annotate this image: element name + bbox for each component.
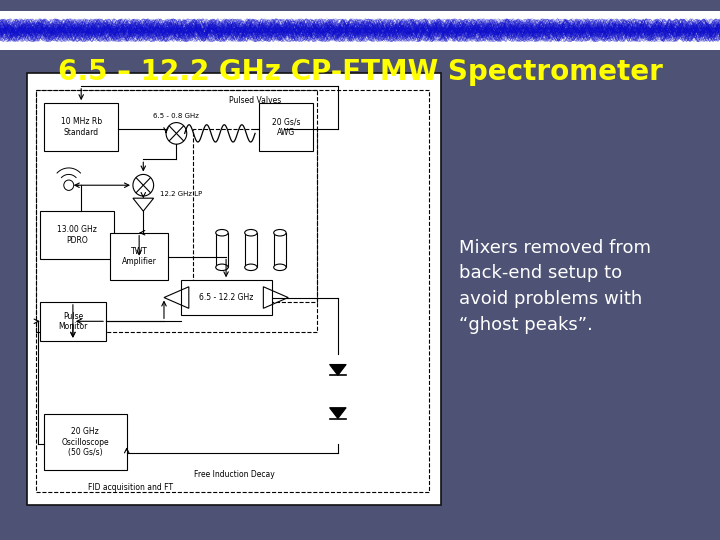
Bar (36, 90, 317, 332)
Text: TWT
Amplifier: TWT Amplifier (122, 247, 156, 266)
Bar (245, 233, 257, 267)
Ellipse shape (216, 230, 228, 236)
Text: 6.5 – 12.2 GHz CP-FTMW Spectrometer: 6.5 – 12.2 GHz CP-FTMW Spectrometer (58, 58, 662, 86)
Bar (40, 211, 114, 259)
Polygon shape (330, 408, 346, 418)
Ellipse shape (274, 264, 286, 271)
Text: FID acquisition and FT: FID acquisition and FT (89, 483, 174, 492)
Bar (216, 233, 228, 267)
Text: 20 Gs/s
AWG: 20 Gs/s AWG (272, 117, 300, 137)
Polygon shape (330, 364, 346, 375)
Ellipse shape (245, 264, 257, 271)
Bar (110, 233, 168, 280)
Text: Mixers removed from
back-end setup to
avoid problems with
“ghost peaks”.: Mixers removed from back-end setup to av… (459, 239, 652, 334)
Text: 10 MHz Rb
Standard: 10 MHz Rb Standard (60, 117, 102, 137)
Text: Pulse
Monitor: Pulse Monitor (58, 312, 88, 331)
Text: Pulsed Valves: Pulsed Valves (229, 96, 282, 105)
Bar (0, 11, 720, 50)
Text: 6.5 - 0.8 GHz: 6.5 - 0.8 GHz (153, 113, 199, 119)
Ellipse shape (216, 264, 228, 271)
Bar (181, 280, 271, 315)
Bar (193, 129, 317, 302)
Bar (44, 414, 127, 470)
Text: Free Induction Decay: Free Induction Decay (194, 470, 275, 479)
Ellipse shape (274, 230, 286, 236)
Bar (27, 73, 441, 505)
Text: 13.00 GHz
PDRO: 13.00 GHz PDRO (57, 225, 97, 245)
Bar (44, 103, 118, 151)
Bar (274, 233, 286, 267)
Text: 20 GHz
Oscilloscope
(50 Gs/s): 20 GHz Oscilloscope (50 Gs/s) (61, 427, 109, 457)
Bar (259, 103, 313, 151)
Ellipse shape (245, 230, 257, 236)
Text: 6.5 - 12.2 GHz: 6.5 - 12.2 GHz (199, 293, 253, 302)
Text: 12.2 GHz LP: 12.2 GHz LP (160, 191, 202, 197)
Bar (40, 302, 106, 341)
